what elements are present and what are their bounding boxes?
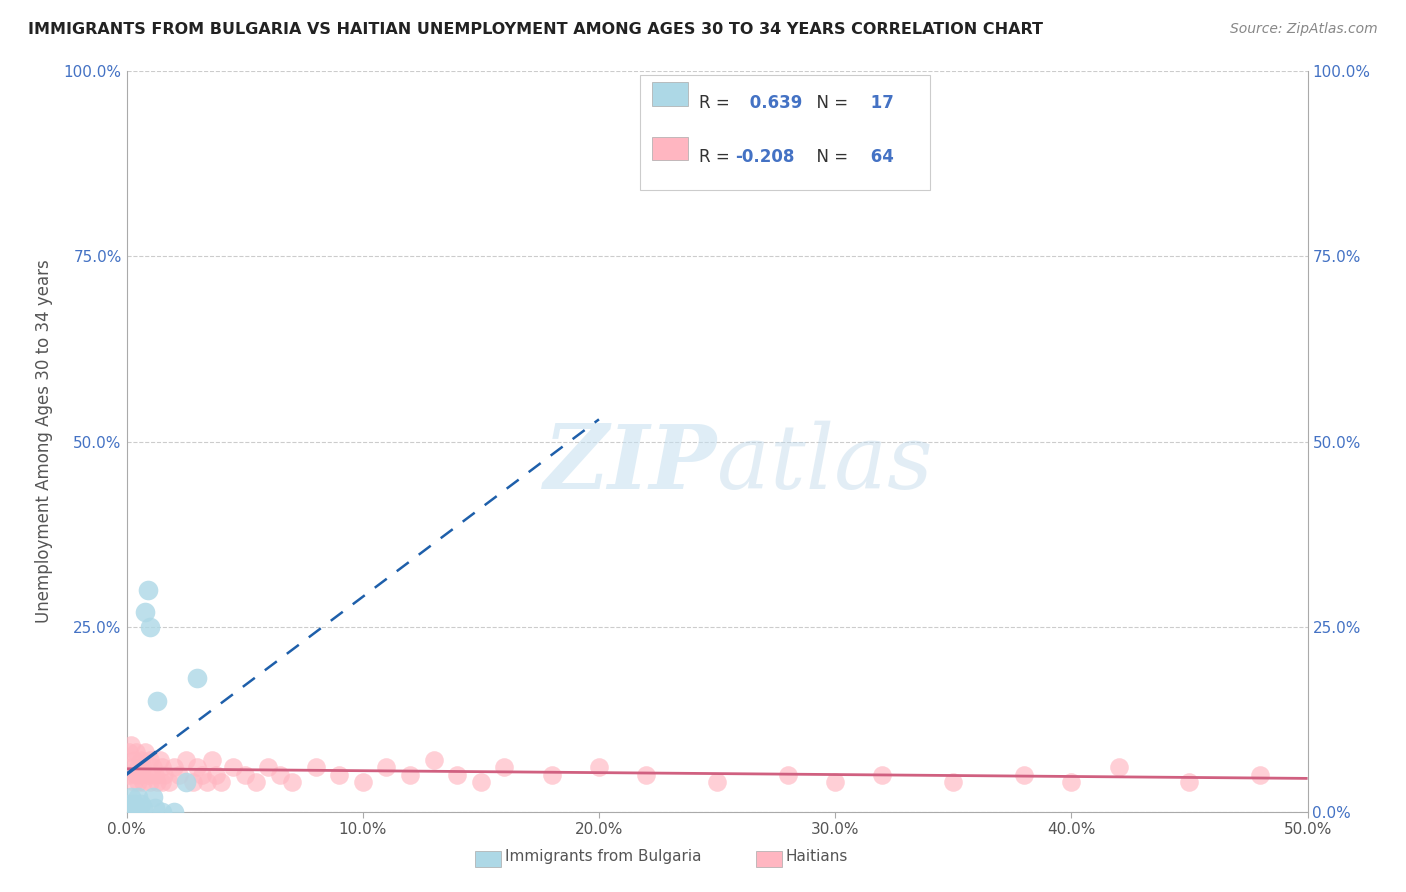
Point: [191, 767, 214, 781]
Point: [150, 805, 173, 819]
Point: [352, 775, 374, 789]
Point: [200, 753, 222, 767]
Text: Haitians: Haitians: [786, 849, 848, 863]
Point: [222, 760, 245, 774]
Point: [120, 738, 142, 752]
Point: [233, 767, 256, 781]
Point: [540, 767, 562, 781]
Point: [328, 767, 350, 781]
Point: [245, 775, 267, 789]
Point: [1178, 775, 1201, 789]
Point: [174, 753, 197, 767]
Point: [706, 775, 728, 789]
Point: [150, 760, 173, 774]
Point: [132, 801, 155, 815]
Point: [134, 746, 156, 760]
Y-axis label: Unemployment Among Ages 30 to 34 years: Unemployment Among Ages 30 to 34 years: [35, 260, 52, 624]
Point: [139, 775, 162, 789]
Point: [257, 760, 280, 774]
Point: [776, 767, 799, 781]
Point: [129, 767, 152, 781]
Point: [125, 746, 148, 760]
Point: [163, 760, 186, 774]
Point: [209, 775, 232, 789]
Point: [146, 694, 169, 708]
FancyBboxPatch shape: [652, 82, 688, 106]
Point: [132, 775, 155, 789]
Point: [146, 775, 169, 789]
Point: [181, 775, 204, 789]
Point: [120, 789, 142, 804]
Point: [125, 767, 148, 781]
Point: [167, 767, 190, 781]
Point: [1249, 767, 1271, 781]
Point: [157, 775, 180, 789]
Text: ZIP: ZIP: [544, 420, 717, 507]
FancyBboxPatch shape: [652, 136, 688, 161]
Text: R =: R =: [699, 94, 735, 112]
Point: [470, 775, 492, 789]
Text: IMMIGRANTS FROM BULGARIA VS HAITIAN UNEMPLOYMENT AMONG AGES 30 TO 34 YEARS CORRE: IMMIGRANTS FROM BULGARIA VS HAITIAN UNEM…: [28, 22, 1043, 37]
Text: R =: R =: [699, 147, 735, 166]
Point: [122, 775, 145, 789]
Point: [422, 753, 444, 767]
Point: [127, 760, 149, 774]
Point: [446, 767, 468, 781]
Point: [127, 775, 149, 789]
Text: 17: 17: [865, 94, 894, 112]
Point: [186, 760, 208, 774]
Point: [872, 767, 894, 781]
Point: [141, 760, 163, 774]
Point: [304, 760, 326, 774]
Point: [824, 775, 846, 789]
Point: [195, 775, 218, 789]
Point: [143, 801, 166, 815]
Point: [1108, 760, 1130, 774]
Point: [118, 797, 141, 812]
FancyBboxPatch shape: [640, 75, 929, 190]
Point: [375, 760, 398, 774]
Point: [281, 775, 304, 789]
Point: [636, 767, 658, 781]
Text: atlas: atlas: [717, 420, 932, 508]
Point: [588, 760, 610, 774]
Point: [186, 672, 208, 686]
Point: [139, 753, 162, 767]
Point: [129, 797, 152, 812]
Point: [141, 789, 163, 804]
Point: [118, 746, 141, 760]
Point: [143, 767, 166, 781]
Point: [120, 760, 142, 774]
Point: [132, 760, 155, 774]
Point: [153, 767, 176, 781]
Point: [122, 753, 145, 767]
Point: [942, 775, 965, 789]
Point: [269, 767, 291, 781]
Point: [174, 775, 197, 789]
Text: 64: 64: [865, 147, 894, 166]
Point: [129, 753, 152, 767]
Point: [205, 767, 228, 781]
Point: [149, 753, 172, 767]
Point: [122, 797, 145, 812]
Text: -0.208: -0.208: [735, 147, 794, 166]
Text: Immigrants from Bulgaria: Immigrants from Bulgaria: [505, 849, 702, 863]
Text: Source: ZipAtlas.com: Source: ZipAtlas.com: [1230, 22, 1378, 37]
Point: [1060, 775, 1083, 789]
Point: [1012, 767, 1035, 781]
Text: N =: N =: [806, 147, 853, 166]
Point: [127, 789, 149, 804]
Point: [136, 582, 159, 597]
Point: [139, 619, 162, 633]
Point: [136, 767, 159, 781]
Point: [494, 760, 516, 774]
Text: N =: N =: [806, 94, 853, 112]
Point: [125, 801, 148, 815]
Point: [118, 767, 141, 781]
Point: [134, 605, 156, 619]
Text: 0.639: 0.639: [744, 94, 803, 112]
Point: [399, 767, 422, 781]
Point: [163, 805, 186, 819]
Point: [150, 775, 173, 789]
